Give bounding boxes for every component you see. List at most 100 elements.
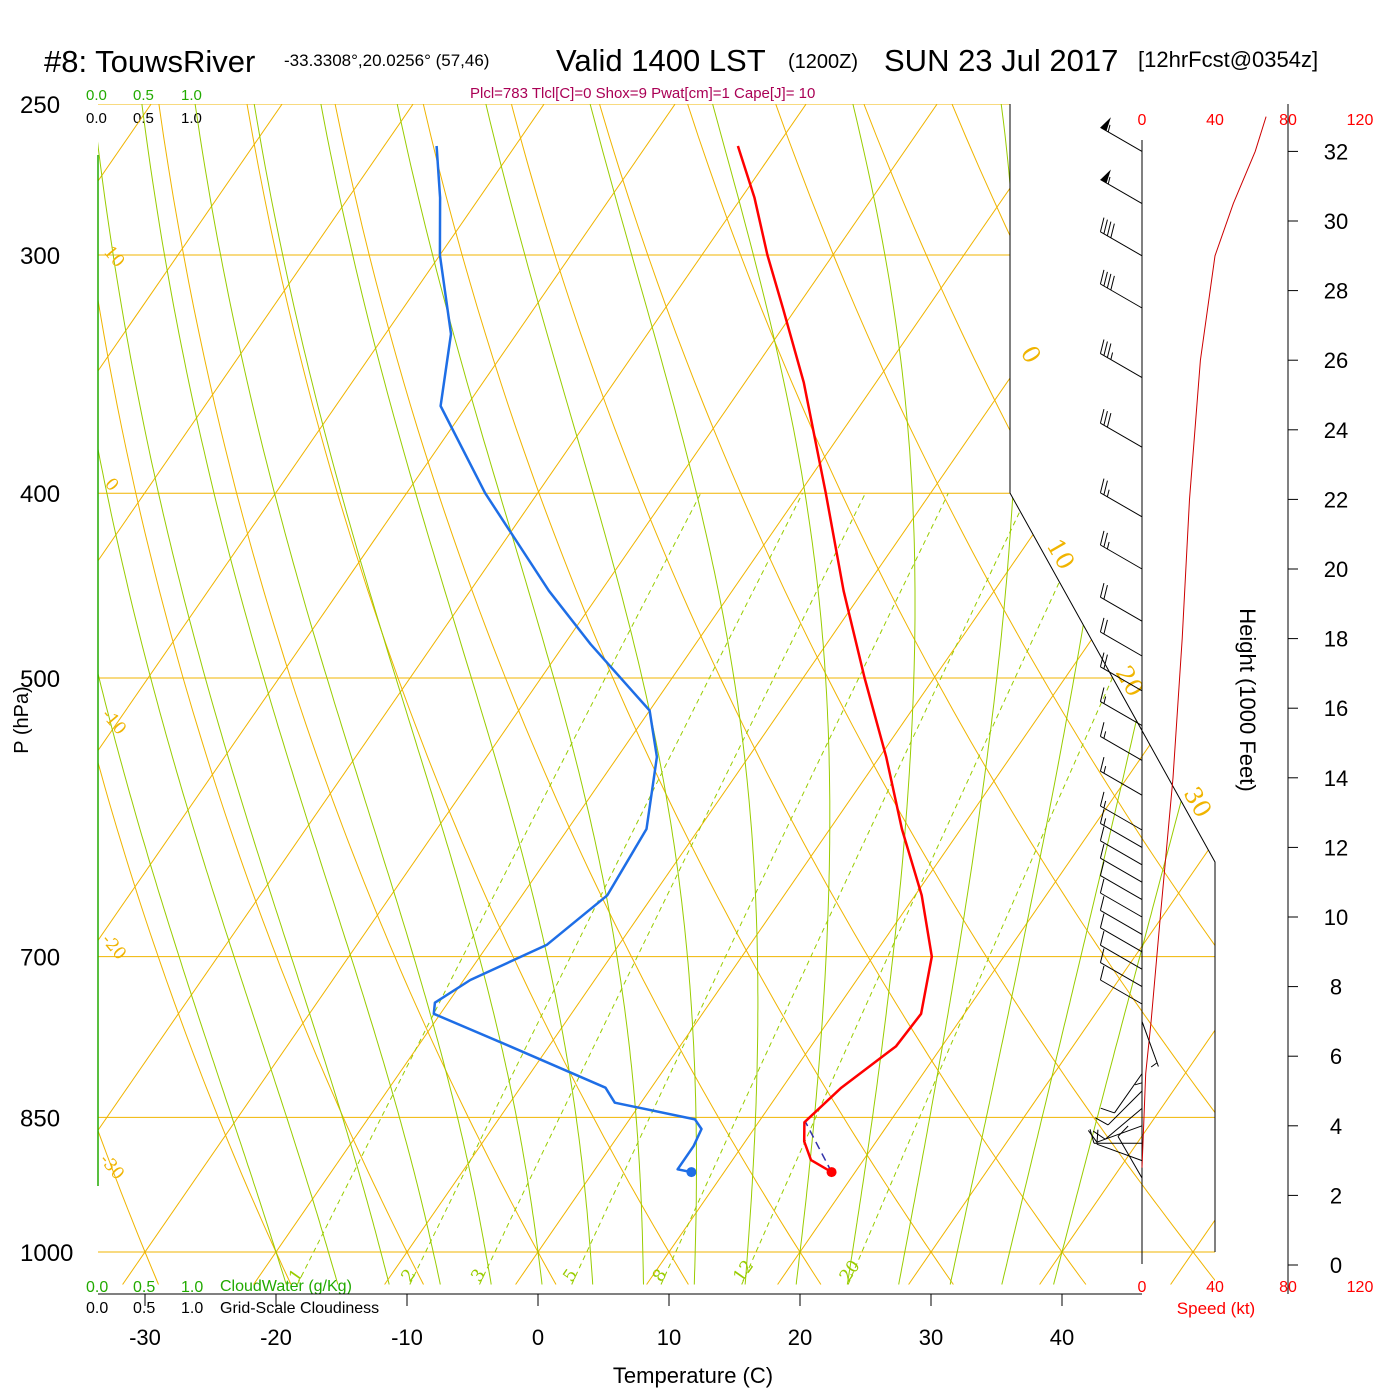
cloudwater-tick-top: 0.5: [133, 87, 154, 104]
isotherm-line: [646, 104, 1215, 1285]
pressure-tick-label: 700: [20, 945, 60, 972]
wind-barb-half-flag: [1103, 766, 1107, 774]
dry-adiabat-label: 10: [1041, 534, 1081, 574]
height-tick-label: 28: [1324, 279, 1348, 304]
height-tick-label: 30: [1324, 209, 1348, 234]
x-axis-title: Temperature (C): [613, 1363, 773, 1388]
wind-barb-flag: [1099, 269, 1105, 285]
wind-barb: [1099, 843, 1143, 883]
mixing-ratio-line: [660, 492, 1029, 1285]
temperature-tick-label: -10: [391, 1325, 423, 1350]
wind-barb-flag: [1106, 273, 1112, 289]
wind-barb-flag: [1103, 584, 1108, 600]
wind-barb-staff: [1100, 805, 1143, 831]
dry-adiabat-line: [98, 104, 292, 1285]
temperature-line: [736, 145, 934, 1174]
isotherm-line: [253, 104, 1092, 1285]
wind-barb-staff: [1100, 822, 1143, 848]
speed-tick-bottom: 0: [1138, 1279, 1147, 1296]
wind-barb-staff: [1100, 892, 1143, 918]
dry-adiabat-label: -20: [97, 930, 130, 964]
isotherm-line: [908, 104, 1215, 1285]
isotherm-line: [98, 104, 699, 1285]
wind-barb: [1099, 269, 1143, 309]
cloud-scale-bottom: 0.0 0.5 1.0 CloudWater (g/Kg) 0.0 0.5 1.…: [86, 1278, 379, 1317]
moist-adiabat-line: [844, 104, 916, 1285]
moist-adiabat-line: [98, 104, 287, 1285]
temperature-tick-label: -30: [129, 1325, 161, 1350]
wind-barb: [1141, 1021, 1159, 1068]
dry-adiabat-line: [98, 104, 424, 1285]
wind-barb-staff: [1100, 927, 1143, 953]
height-tick-label: 4: [1330, 1114, 1342, 1139]
mixing-ratio-label: 2: [397, 1266, 420, 1286]
wind-barb-flag: [1117, 1125, 1129, 1137]
isotherm-line: [122, 104, 961, 1285]
mixing-ratio-label: 20: [836, 1257, 865, 1286]
wind-barb-half-flag: [1106, 489, 1110, 497]
height-tick-label: 0: [1330, 1253, 1342, 1278]
wind-barb: [1099, 965, 1143, 1005]
wind-barb-flag: [1103, 532, 1108, 548]
dry-adiabat-line: [502, 104, 1087, 1285]
pressure-tick-label: 300: [20, 243, 60, 270]
wind-layer: [1087, 116, 1267, 1179]
wind-barb-staff: [1100, 701, 1143, 727]
wind-barb-flag: [1087, 1130, 1098, 1143]
wind-barb-flag: [1099, 756, 1105, 772]
speed-tick-top: 0: [1138, 112, 1147, 129]
wind-barb: [1095, 1090, 1143, 1126]
wind-barb: [1100, 1073, 1143, 1114]
wind-barb-flag: [1099, 878, 1105, 894]
wind-barb-staff: [1107, 1090, 1143, 1126]
wind-barb-staff: [1096, 1125, 1143, 1143]
wind-barb-flag: [1099, 339, 1105, 354]
data-layer: [432, 145, 934, 1178]
cloudiness-tick-bottom: 0.5: [133, 1300, 155, 1317]
isotherm-line: [1302, 70, 1400, 1284]
wind-barb-flag: [1099, 861, 1105, 876]
wind-barb: [1099, 408, 1143, 448]
wind-barb: [1099, 478, 1143, 518]
dry-adiabat-line: [328, 104, 822, 1285]
dry-adiabat-label: 10: [99, 242, 128, 271]
wind-barb-half-flag: [1106, 541, 1110, 550]
wind-barb-flag: [1103, 219, 1108, 234]
surface-temperature-point: [826, 1167, 837, 1178]
wind-barb-flag: [1106, 221, 1112, 236]
surface-dewpoint-point: [686, 1167, 697, 1178]
pressure-tick-label: 850: [20, 1105, 60, 1132]
isotherm-line: [384, 104, 1215, 1285]
wind-barb-flag: [1099, 722, 1105, 737]
wind-barb-staff: [1100, 909, 1143, 935]
cloudwater-tick-top: 1.0: [181, 87, 202, 104]
cloudwater-tick-bottom: 0.5: [133, 1279, 155, 1296]
moist-adiabat-line: [98, 104, 339, 1285]
mixing-ratio-line: [571, 492, 949, 1285]
height-tick-label: 26: [1324, 348, 1348, 373]
mixing-ratio-labels: 1 2 3 5 8 12 20: [285, 1257, 865, 1286]
wind-barb-flag: [1103, 654, 1108, 669]
wind-barb: [1099, 582, 1143, 622]
height-tick-label: 32: [1324, 139, 1348, 164]
station-location: -33.3308°,20.0256° (57,46): [284, 51, 489, 70]
cloud-scale-top: 0.0 0.5 1.0 0.0 0.5 1.0: [86, 87, 202, 127]
wind-barb-half-flag: [1134, 1082, 1143, 1086]
height-tick-label: 24: [1324, 418, 1348, 443]
wind-barb: [1087, 1125, 1143, 1143]
grid-clip-group: [98, 70, 1400, 1285]
dry-adiabat-label: 30: [1178, 782, 1218, 822]
wind-barb-flag: [1099, 617, 1105, 633]
wind-barb-flag: [1099, 217, 1105, 232]
moist-adiabat-line: [477, 104, 697, 1285]
height-axis-title: Height (1000 Feet): [1235, 608, 1260, 791]
pressure-tick-label: 400: [20, 481, 60, 508]
dry-adiabat-line: [937, 104, 1215, 1285]
wind-barb: [1099, 687, 1143, 727]
wind-barb-flag: [1110, 223, 1115, 238]
moist-adiabat-line: [1053, 104, 1215, 1285]
sounding-indices: Plcl=783 Tlcl[C]=0 Shox=9 Pwat[cm]=1 Cap…: [470, 85, 815, 102]
